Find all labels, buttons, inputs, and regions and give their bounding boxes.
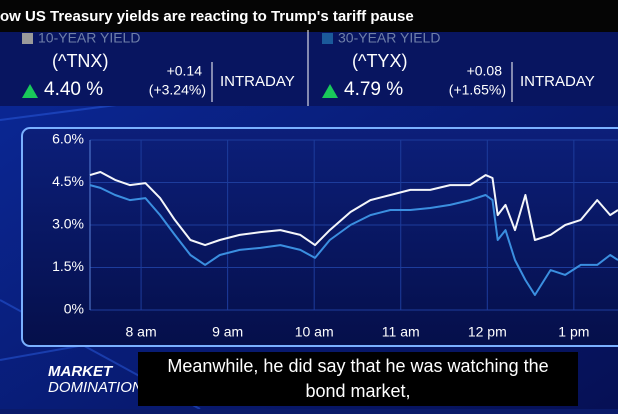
change: +0.08 — [467, 63, 503, 79]
change-pct: (+1.65%) — [449, 82, 506, 98]
symbol: (^TYX) — [352, 51, 407, 71]
up-arrow — [322, 84, 338, 98]
legend-entry: 10-YEAR YIELD — [38, 30, 140, 46]
legend-swatch — [22, 33, 33, 44]
x-tick-label: 11 am — [382, 324, 420, 340]
symbol: (^TNX) — [52, 51, 108, 71]
y-tick-label: 3.0% — [52, 216, 84, 232]
x-tick-label: 8 am — [126, 324, 157, 340]
logo-line: MARKET — [48, 363, 114, 380]
legend-entry: 30-YEAR YIELD — [338, 30, 440, 46]
caption-box — [138, 352, 578, 406]
headline-bar — [0, 0, 618, 32]
mode: INTRADAY — [220, 73, 295, 90]
logo-line: DOMINATION — [48, 379, 143, 396]
y-tick-label: 4.5% — [52, 173, 84, 189]
change-pct: (+3.24%) — [149, 82, 206, 98]
quotes: 10-YEAR YIELD (^TNX) 4.40 % +0.14 (+3.24%) IN… — [22, 30, 595, 106]
legend-swatch — [322, 33, 333, 44]
caption-line: Meanwhile, he did say that he was watchi… — [167, 356, 548, 376]
price: 4.40 % — [44, 79, 103, 100]
quotes-bar — [0, 32, 618, 106]
up-arrow — [22, 84, 38, 98]
caption-line: bond market, — [305, 381, 410, 401]
x-tick-label: 10 am — [295, 324, 334, 340]
change: +0.14 — [167, 63, 203, 79]
y-tick-label: 0% — [64, 301, 84, 317]
y-tick-label: 6.0% — [52, 131, 84, 147]
chart-frame — [21, 127, 618, 347]
line-series — [89, 184, 618, 296]
line-series — [89, 171, 618, 247]
headline: ow US Treasury yields are reacting to Tr… — [0, 8, 414, 25]
x-tick-label: 12 pm — [468, 324, 507, 340]
mode: INTRADAY — [520, 73, 595, 90]
x-tick-label: 9 am — [212, 324, 243, 340]
x-tick-label: 1 pm — [558, 324, 589, 340]
price: 4.79 % — [344, 79, 403, 100]
chart: 0% 1.5% 3.0% 4.5% 6.0% 8 am 9 am 10 am 11 am 12 p… — [52, 131, 618, 340]
y-tick-label: 1.5% — [52, 258, 84, 274]
